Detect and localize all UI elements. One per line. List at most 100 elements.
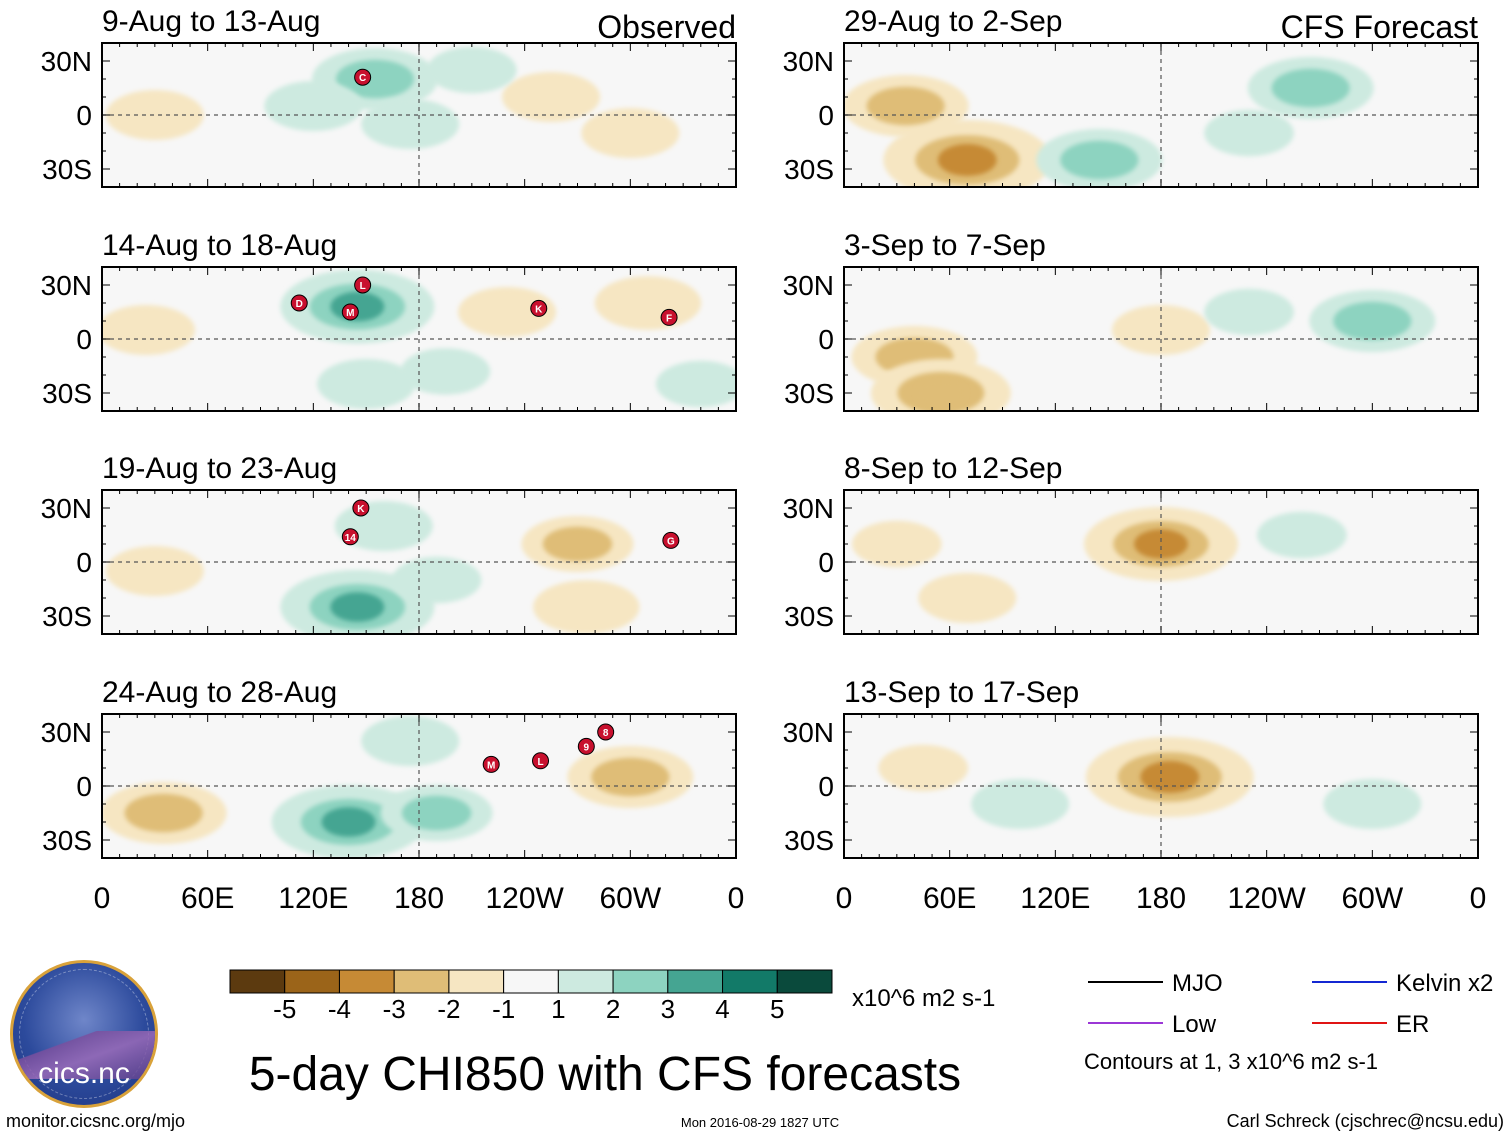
anomaly-blob xyxy=(361,99,460,149)
lat-tick-label: 0 xyxy=(818,771,834,802)
lon-tick-label: 60E xyxy=(181,882,234,915)
panel-period-title: 3-Sep to 7-Sep xyxy=(844,229,1046,262)
storm-label: M xyxy=(487,760,495,771)
colorbar-swatch xyxy=(667,969,724,994)
lon-tick-label: 120E xyxy=(1020,882,1090,915)
lon-tick-label: 120W xyxy=(485,882,564,915)
storm-marker: 8 xyxy=(597,723,615,741)
footer-timestamp: Mon 2016-08-29 1827 UTC xyxy=(681,1115,839,1130)
anomaly-core xyxy=(401,795,472,831)
lon-tick-label: 0 xyxy=(836,882,853,915)
anomaly-peak xyxy=(916,379,966,407)
lat-tick-label: 0 xyxy=(76,547,92,578)
colorbar: -5 -4 -3 -2 -1 1 2 3 4 5 xyxy=(229,969,833,1024)
anomaly-blob xyxy=(361,716,460,766)
colorbar-swatch xyxy=(503,969,559,994)
lat-tick-label: 30N xyxy=(783,46,834,77)
panel-period-title: 29-Aug to 2-Sep xyxy=(844,5,1062,38)
colorbar-tick-label: 2 xyxy=(606,994,620,1024)
storm-marker: M xyxy=(482,755,500,773)
colorbar-unit: x10^6 m2 s-1 xyxy=(852,985,995,1012)
storm-marker: M xyxy=(341,303,359,321)
lat-tick-label: 30S xyxy=(42,378,92,409)
colorbar-tick-label: -1 xyxy=(492,994,515,1024)
legend-label: Low xyxy=(1172,1011,1217,1038)
lat-tick-label: 30S xyxy=(42,601,92,632)
storm-marker: L xyxy=(532,752,550,770)
anomaly-blob xyxy=(1257,511,1347,559)
anomaly-blob xyxy=(852,520,942,568)
anomaly-core xyxy=(1271,68,1350,108)
anomaly-blob xyxy=(102,305,196,355)
legend: MJO Kelvin x2 Low ER xyxy=(1088,970,1493,1038)
anomaly-blob xyxy=(971,779,1070,829)
lat-tick-label: 0 xyxy=(818,324,834,355)
anomaly-core xyxy=(1333,301,1412,341)
logo-text: cics.nc xyxy=(38,1057,130,1090)
storm-label: K xyxy=(357,504,365,515)
forecast-label: CFS Forecast xyxy=(1281,9,1478,45)
panel-period-title: 9-Aug to 13-Aug xyxy=(102,5,320,38)
map-panel: M L 9 8 24-Aug to 28-Aug xyxy=(101,676,737,859)
colorbar-swatch xyxy=(776,969,833,994)
footer-url[interactable]: monitor.cicsnc.org/mjo xyxy=(6,1111,185,1131)
lat-tick-label: 30N xyxy=(41,270,92,301)
storm-label: F xyxy=(666,313,672,324)
colorbar-swatch xyxy=(448,969,505,994)
lat-tick-label: 0 xyxy=(76,771,92,802)
legend-item: Kelvin x2 xyxy=(1312,970,1493,997)
anomaly-blob xyxy=(878,744,969,792)
anomaly-core xyxy=(866,86,945,126)
lat-tick-label: 0 xyxy=(76,100,92,131)
panel-period-title: 13-Sep to 17-Sep xyxy=(844,676,1079,709)
lon-tick-label: 0 xyxy=(94,882,111,915)
panel-period-title: 19-Aug to 23-Aug xyxy=(102,452,337,485)
lon-tick-label: 180 xyxy=(394,882,444,915)
anomaly-blob xyxy=(655,360,736,408)
anomaly-core xyxy=(591,757,670,797)
map-panel: 13-Sep to 17-Sep xyxy=(843,676,1479,859)
anomaly-core xyxy=(124,793,203,833)
storm-label: D xyxy=(296,299,303,310)
anomaly-blob xyxy=(918,573,1017,623)
anomaly-blob xyxy=(502,72,601,122)
colorbar-swatch xyxy=(612,969,669,994)
lat-tick-label: 0 xyxy=(818,100,834,131)
anomaly-blob xyxy=(1204,109,1294,157)
lon-tick-label: 0 xyxy=(728,882,745,915)
lat-tick-label: 30N xyxy=(783,270,834,301)
anomaly-blob xyxy=(581,108,680,158)
lon-tick-label: 60W xyxy=(1341,882,1403,915)
lon-tick-label: 60W xyxy=(599,882,661,915)
anomaly-blob xyxy=(317,359,416,409)
legend-item: Low xyxy=(1088,1011,1217,1038)
panels-layer: C 9-Aug to 13-Aug D L M K F 14-Aug to 18-Aug K 14… xyxy=(101,5,1479,859)
lat-tick-label: 30S xyxy=(784,825,834,856)
anomaly-blob xyxy=(264,81,363,131)
lat-tick-label: 30N xyxy=(783,493,834,524)
colorbar-tick-label: -4 xyxy=(328,994,351,1024)
map-panel: 29-Aug to 2-Sep xyxy=(843,5,1479,188)
anomaly-blob xyxy=(391,556,482,604)
storm-label: 14 xyxy=(345,533,357,544)
anomaly-blob xyxy=(1112,305,1210,355)
anomaly-blob xyxy=(427,46,517,94)
legend-item: MJO xyxy=(1088,970,1223,997)
lon-tick-label: 120W xyxy=(1227,882,1306,915)
colorbar-tick-label: 1 xyxy=(551,994,565,1024)
lat-tick-label: 30N xyxy=(41,717,92,748)
storm-label: 8 xyxy=(603,728,609,739)
colorbar-tick-label: -2 xyxy=(437,994,460,1024)
storm-label: C xyxy=(359,73,366,84)
lon-tick-label: 180 xyxy=(1136,882,1186,915)
storm-label: L xyxy=(537,757,543,768)
storm-marker: K xyxy=(352,499,370,517)
lat-tick-label: 30S xyxy=(784,378,834,409)
colorbar-tick-label: 4 xyxy=(715,994,729,1024)
lon-tick-label: 120E xyxy=(278,882,348,915)
anomaly-blob xyxy=(105,546,204,596)
lat-tick-label: 30S xyxy=(784,601,834,632)
axes-layer: 30N030S30N030S30N030S30N030S30N030S30N03… xyxy=(41,46,1487,915)
map-panel: K 14 G 19-Aug to 23-Aug xyxy=(101,452,737,635)
